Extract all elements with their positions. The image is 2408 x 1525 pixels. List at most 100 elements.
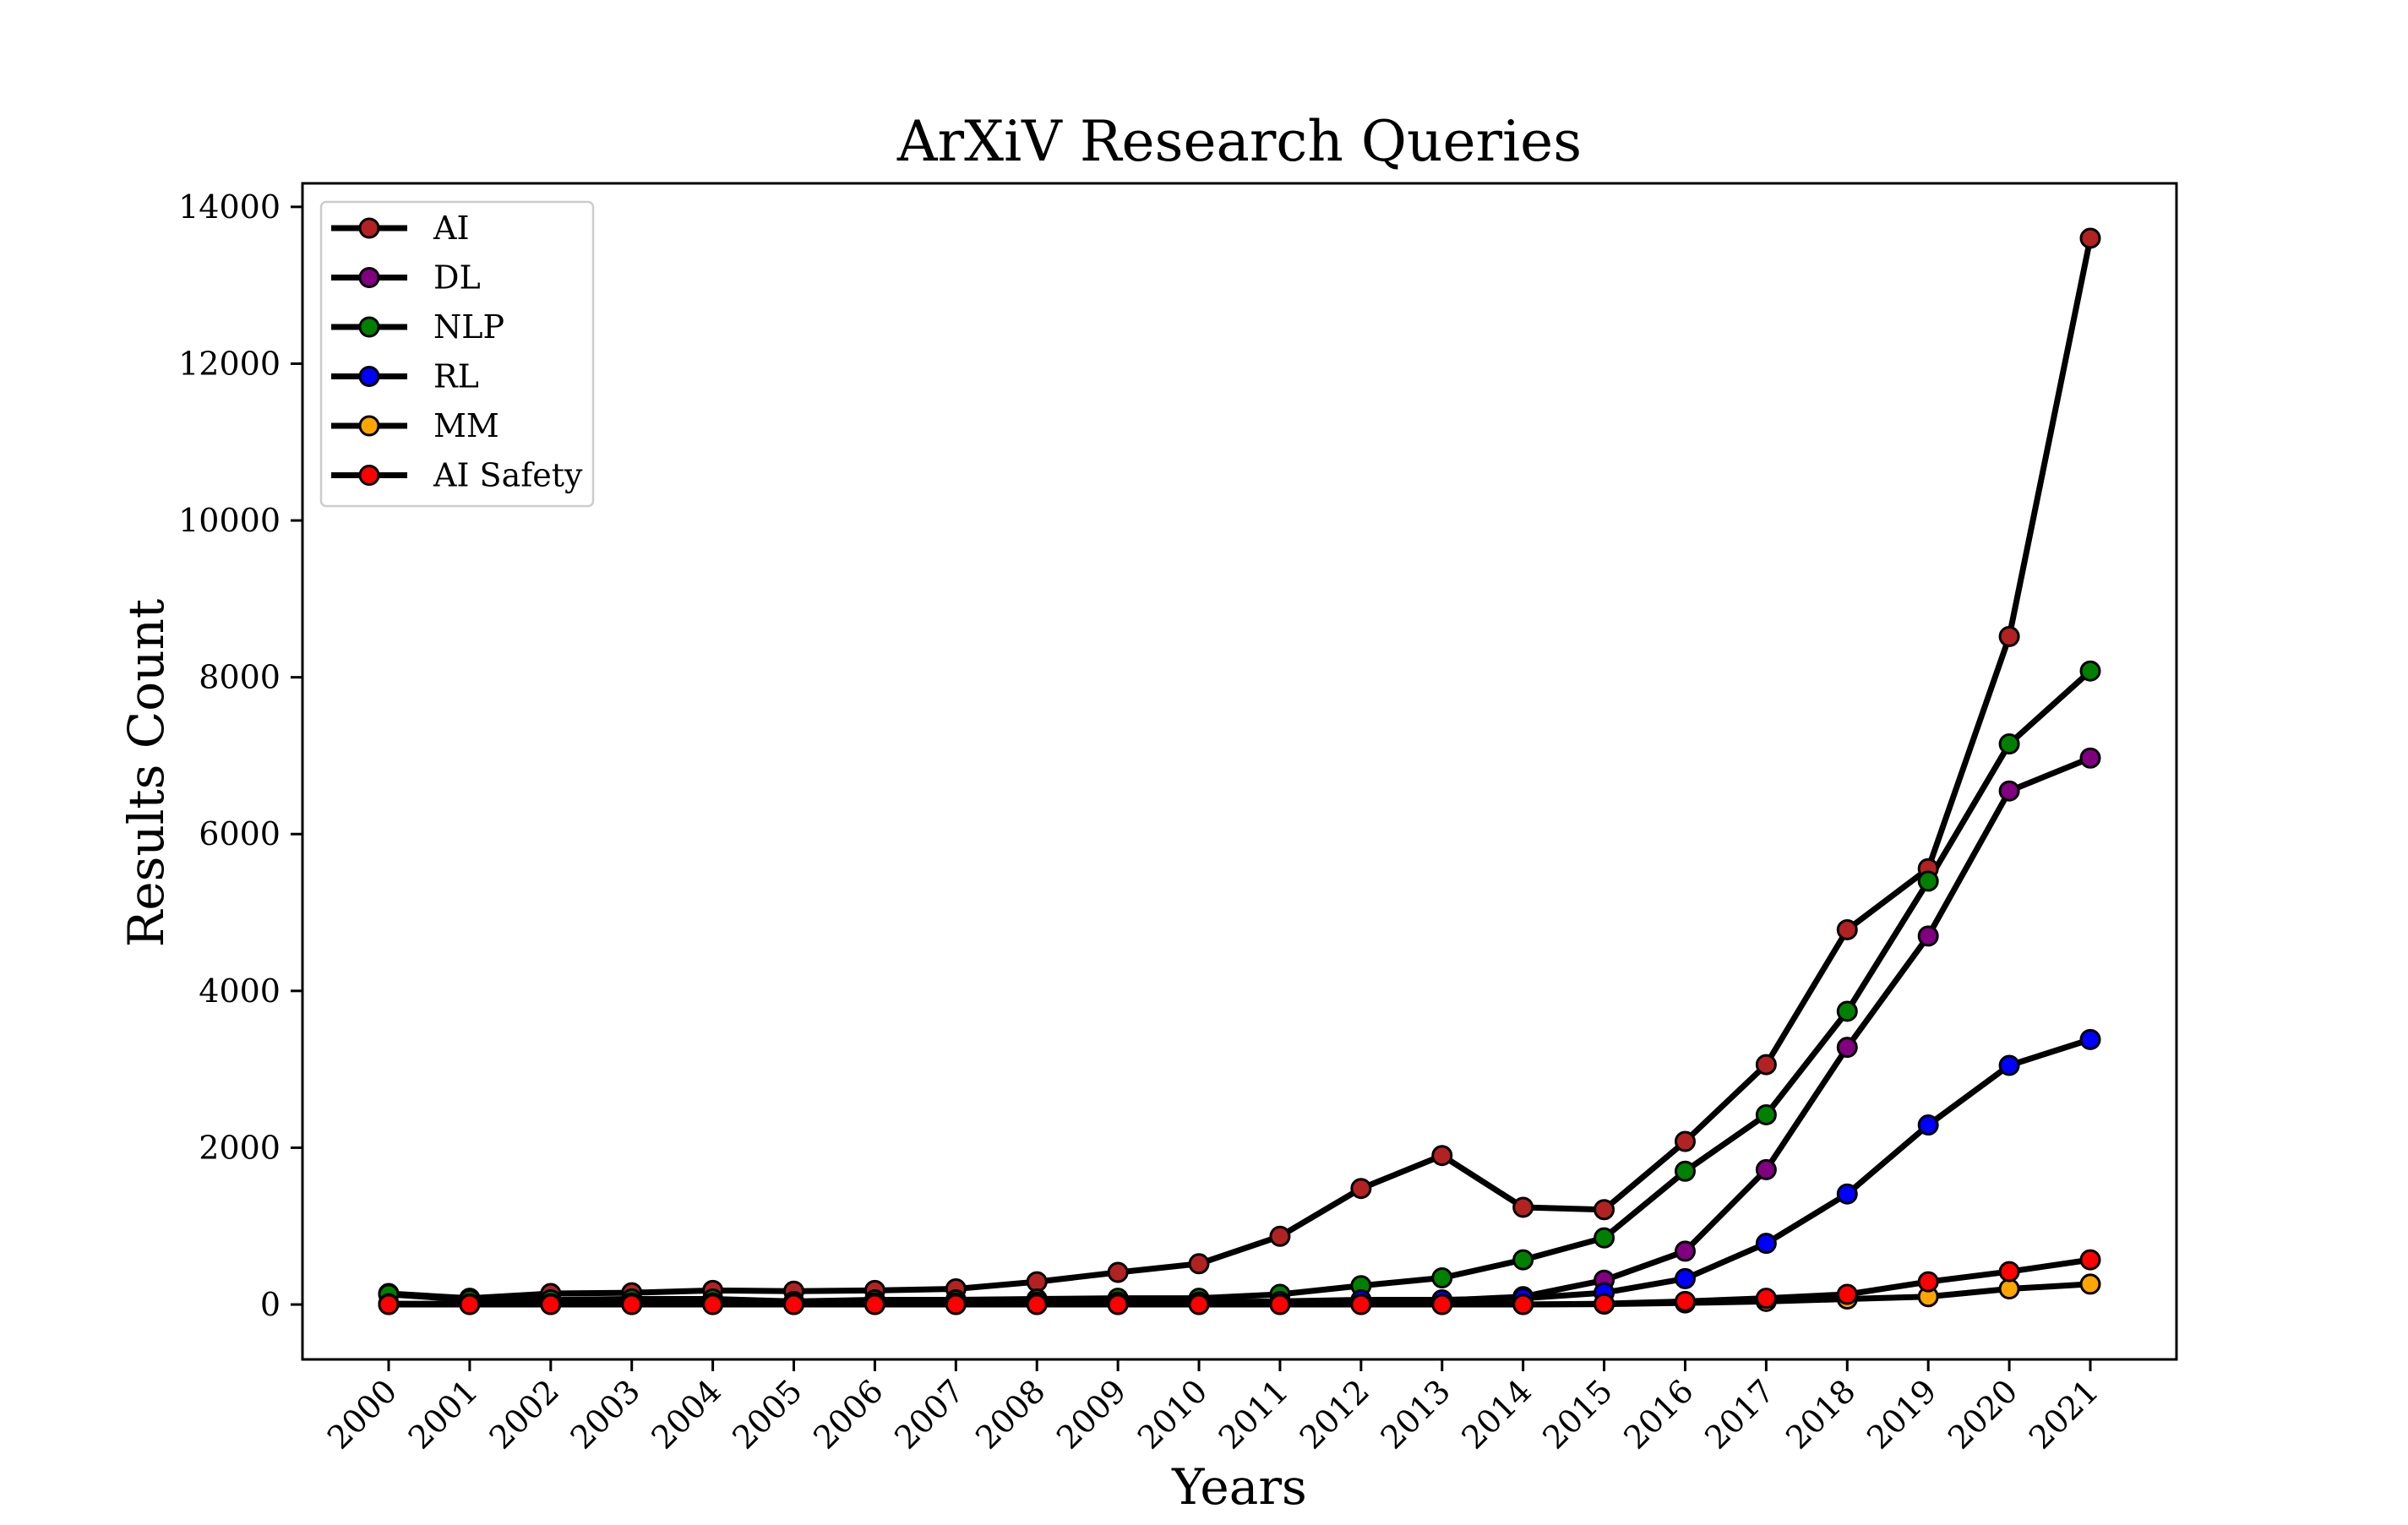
x-tick-label: 2004 xyxy=(644,1372,728,1457)
data-point-ai xyxy=(1269,1225,1291,1247)
data-point-ai-safety xyxy=(2079,1249,2101,1271)
y-tick-label: 12000 xyxy=(178,345,281,382)
x-tick-label: 2001 xyxy=(401,1372,486,1457)
data-point-nlp xyxy=(1917,870,1939,892)
data-point-ai xyxy=(1026,1271,1048,1293)
x-tick-label: 2006 xyxy=(806,1372,891,1457)
data-point-nlp xyxy=(1998,733,2020,755)
data-point-ai xyxy=(1431,1145,1453,1167)
x-tick-label: 2009 xyxy=(1049,1372,1134,1457)
data-point-ai-safety xyxy=(783,1294,805,1315)
legend-marker-ai xyxy=(358,217,380,239)
data-point-dl xyxy=(1836,1037,1858,1059)
y-axis-label: Results Count xyxy=(117,599,175,948)
x-tick-label: 2019 xyxy=(1860,1372,1944,1457)
data-point-ai xyxy=(1998,625,2020,647)
x-tick-label: 2003 xyxy=(564,1372,648,1457)
data-point-rl xyxy=(1755,1233,1777,1255)
series-markers xyxy=(378,227,2101,1315)
data-point-nlp xyxy=(2079,660,2101,682)
data-point-ai-safety xyxy=(864,1294,885,1315)
data-point-ai xyxy=(1350,1178,1372,1200)
data-point-ai xyxy=(1836,918,1858,940)
plot-area-frame xyxy=(301,182,2178,1361)
data-point-mm xyxy=(2079,1273,2101,1295)
data-point-ai-safety xyxy=(540,1294,562,1315)
y-tick-label: 14000 xyxy=(178,188,281,226)
x-tick-label: 2021 xyxy=(2022,1372,2106,1457)
data-point-dl xyxy=(1998,780,2020,802)
y-tick-label: 10000 xyxy=(178,502,281,539)
data-point-ai xyxy=(1674,1130,1696,1152)
x-tick-label: 2005 xyxy=(725,1372,809,1457)
data-point-ai-safety xyxy=(1836,1283,1858,1305)
series-lines xyxy=(388,237,2094,1308)
data-point-nlp xyxy=(1431,1266,1453,1288)
data-point-mm xyxy=(1998,1277,2020,1299)
data-point-ai-safety xyxy=(1107,1294,1129,1315)
x-tick-label: 2008 xyxy=(968,1372,1053,1457)
legend-label-ai-safety: AI Safety xyxy=(433,457,583,494)
x-tick-label: 2014 xyxy=(1455,1372,1539,1457)
x-tick-label: 2007 xyxy=(887,1372,972,1457)
data-point-rl xyxy=(1674,1267,1696,1289)
y-tick-label: 4000 xyxy=(199,972,281,1010)
data-point-dl xyxy=(1674,1240,1696,1262)
x-tick-label: 2017 xyxy=(1697,1372,1782,1457)
data-point-ai-safety xyxy=(945,1294,967,1315)
data-point-dl xyxy=(1917,925,1939,947)
legend-marker-nlp xyxy=(358,316,380,338)
x-tick-label: 2018 xyxy=(1779,1372,1863,1457)
data-point-ai-safety xyxy=(1674,1290,1696,1312)
data-point-ai-safety xyxy=(1026,1294,1048,1315)
data-point-nlp xyxy=(1755,1103,1777,1125)
x-tick-label: 2012 xyxy=(1293,1372,1377,1457)
legend-marker-dl xyxy=(358,267,380,288)
data-point-dl xyxy=(2079,747,2101,769)
y-tick-label: 2000 xyxy=(199,1129,281,1166)
legend-label-mm: MM xyxy=(433,407,499,444)
data-point-rl xyxy=(1836,1183,1858,1205)
data-point-ai-safety xyxy=(1917,1271,1939,1293)
x-tick-label: 2020 xyxy=(1941,1372,2025,1457)
series-line-ai-safety xyxy=(389,1256,2091,1308)
data-point-rl xyxy=(1917,1114,1939,1136)
data-point-ai-safety xyxy=(378,1294,400,1315)
data-point-nlp xyxy=(1836,1000,1858,1022)
data-point-ai-safety xyxy=(621,1294,643,1315)
data-point-ai-safety xyxy=(1350,1294,1372,1315)
series-line-ai xyxy=(388,237,2094,1302)
legend-label-nlp: NLP xyxy=(433,308,504,346)
data-point-ai-safety xyxy=(1998,1261,2020,1283)
legend-label-dl: DL xyxy=(433,259,481,297)
legend-marker-mm xyxy=(358,415,380,437)
series-line-rl xyxy=(389,1037,2092,1307)
data-point-rl xyxy=(1998,1054,2020,1076)
x-tick-label: 2000 xyxy=(320,1372,405,1457)
legend-label-ai: AI xyxy=(433,210,469,247)
data-point-ai-safety xyxy=(1512,1294,1534,1315)
x-axis-label: Years xyxy=(1171,1458,1307,1516)
data-point-ai-safety xyxy=(1269,1294,1291,1315)
x-tick-label: 2002 xyxy=(482,1372,567,1457)
data-point-ai-safety xyxy=(1431,1294,1453,1315)
data-point-ai xyxy=(2079,227,2101,249)
legend-label-rl: RL xyxy=(433,358,479,395)
x-tick-label: 2010 xyxy=(1130,1372,1215,1457)
data-point-rl xyxy=(2079,1028,2101,1050)
data-point-ai xyxy=(1107,1261,1129,1283)
data-point-dl xyxy=(1755,1158,1777,1180)
data-point-ai xyxy=(1755,1054,1777,1076)
data-point-ai xyxy=(1188,1253,1210,1275)
chart-title: ArXiV Research Queries xyxy=(896,109,1582,174)
data-point-nlp xyxy=(1512,1249,1534,1271)
series-line-nlp xyxy=(388,668,2093,1304)
x-tick-label: 2015 xyxy=(1535,1372,1620,1457)
data-point-ai-safety xyxy=(702,1294,724,1315)
x-tick-label: 2011 xyxy=(1212,1372,1296,1457)
data-point-ai-safety xyxy=(459,1294,481,1315)
data-point-ai xyxy=(1594,1199,1615,1221)
data-point-ai-safety xyxy=(1755,1288,1777,1310)
